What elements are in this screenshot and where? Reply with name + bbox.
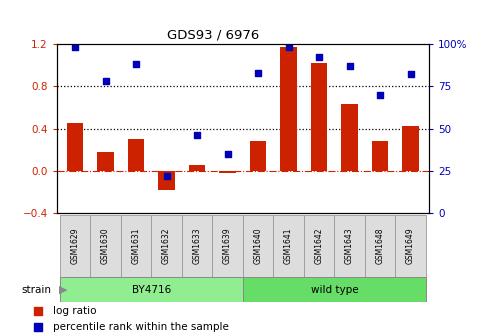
Text: GSM1642: GSM1642	[315, 228, 323, 264]
Point	[376, 92, 384, 97]
Point	[254, 70, 262, 75]
Bar	[304, 215, 334, 277]
Text: GSM1649: GSM1649	[406, 228, 415, 264]
Point	[224, 151, 232, 157]
Point	[102, 78, 109, 84]
Text: log ratio: log ratio	[54, 306, 97, 316]
Text: GSM1648: GSM1648	[376, 228, 385, 264]
Point	[363, 265, 371, 271]
Text: GSM1632: GSM1632	[162, 228, 171, 264]
Text: percentile rank within the sample: percentile rank within the sample	[54, 322, 229, 332]
Point	[132, 61, 140, 67]
Bar	[182, 215, 212, 277]
Point	[315, 54, 323, 60]
Bar	[151, 215, 182, 277]
Bar	[189, 165, 206, 171]
Bar	[60, 215, 90, 277]
Bar	[90, 215, 121, 277]
Bar	[273, 215, 304, 277]
Bar	[249, 141, 266, 171]
Text: strain: strain	[22, 285, 52, 295]
Bar	[219, 171, 236, 173]
Text: GSM1629: GSM1629	[70, 228, 79, 264]
Text: wild type: wild type	[311, 285, 358, 295]
Point	[363, 117, 371, 122]
Bar	[365, 215, 395, 277]
Bar	[395, 215, 426, 277]
Point	[193, 133, 201, 138]
Bar	[243, 277, 426, 302]
Bar	[372, 141, 388, 171]
Bar	[158, 171, 175, 190]
Bar	[212, 215, 243, 277]
Text: GSM1640: GSM1640	[253, 228, 263, 264]
Point	[407, 72, 415, 77]
Bar	[280, 47, 297, 171]
Bar	[67, 123, 83, 171]
Text: GSM1643: GSM1643	[345, 228, 354, 264]
Text: GSM1630: GSM1630	[101, 228, 110, 264]
Bar	[311, 63, 327, 171]
Text: GSM1631: GSM1631	[132, 228, 141, 264]
Bar	[334, 215, 365, 277]
Point	[71, 44, 79, 50]
Bar	[128, 139, 144, 171]
Bar	[341, 104, 358, 171]
Point	[284, 44, 292, 50]
Bar	[97, 152, 114, 171]
Point	[163, 173, 171, 179]
Bar	[402, 126, 419, 171]
Text: GSM1633: GSM1633	[193, 228, 202, 264]
Bar	[121, 215, 151, 277]
Bar	[60, 277, 243, 302]
Text: GSM1639: GSM1639	[223, 228, 232, 264]
Text: GSM1641: GSM1641	[284, 228, 293, 264]
Bar	[243, 215, 273, 277]
Text: ▶: ▶	[59, 285, 68, 295]
Title: GDS93 / 6976: GDS93 / 6976	[167, 28, 259, 41]
Point	[346, 63, 353, 69]
Text: BY4716: BY4716	[132, 285, 171, 295]
